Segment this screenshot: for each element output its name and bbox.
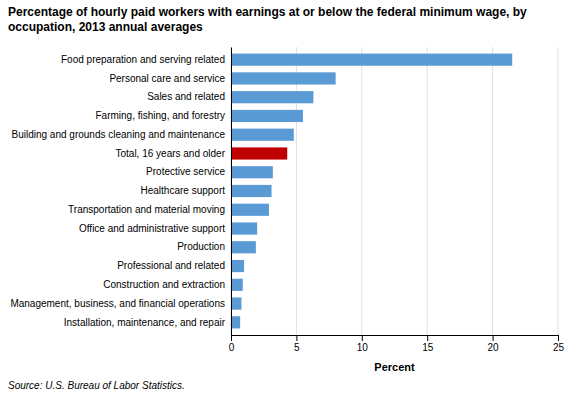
- y-axis-line: [231, 48, 232, 336]
- grid-line: [296, 47, 297, 335]
- bars: [231, 54, 512, 329]
- y-tick: Healthcare support: [141, 185, 226, 196]
- x-tick: 0: [229, 335, 235, 353]
- bar: [231, 54, 512, 66]
- x-tick-label: 20: [488, 342, 500, 353]
- y-tick: Professional and related: [117, 260, 225, 271]
- bar: [231, 222, 257, 234]
- y-tick-label: Professional and related: [117, 260, 225, 271]
- bar: [231, 279, 243, 291]
- bar: [231, 129, 294, 141]
- y-tick-label: Food preparation and serving related: [61, 54, 225, 65]
- bar: [231, 72, 336, 84]
- y-tick: Production: [177, 241, 225, 252]
- grid-line: [558, 47, 559, 335]
- x-axis-title: Percent: [374, 361, 415, 373]
- x-tick: 15: [422, 335, 434, 353]
- y-tick: Total, 16 years and older: [115, 148, 225, 159]
- y-tick-label: Management, business, and financial oper…: [10, 298, 225, 309]
- grid-line: [427, 47, 428, 335]
- y-tick: Personal care and service: [109, 73, 225, 84]
- bar: [231, 110, 303, 122]
- x-tick: 20: [488, 335, 500, 353]
- bar: [231, 185, 272, 197]
- plot: 0 5 10 15 20 25 Food preparation and serving r…: [10, 47, 564, 373]
- title: Percentage of hourly paid workers with e…: [8, 5, 527, 34]
- y-tick: Transportation and material moving: [68, 204, 225, 215]
- y-tick-label: Construction and extraction: [103, 279, 225, 290]
- y-tick: Food preparation and serving related: [61, 54, 225, 65]
- x-tick-mark: [362, 335, 363, 341]
- y-tick-label: Transportation and material moving: [68, 204, 225, 215]
- y-tick: Installation, maintenance, and repair: [64, 317, 226, 328]
- grid-line: [492, 47, 493, 335]
- title-line: Percentage of hourly paid workers with e…: [8, 5, 527, 19]
- y-tick: Construction and extraction: [103, 279, 225, 290]
- grid-line: [231, 47, 232, 335]
- x-tick: 5: [294, 335, 300, 353]
- bar: [231, 260, 244, 272]
- y-tick-label: Total, 16 years and older: [115, 148, 225, 159]
- grid-line: [361, 47, 362, 335]
- bar: [231, 204, 269, 216]
- title-line: occupation, 2013 annual averages: [8, 20, 203, 34]
- grid: [231, 47, 558, 335]
- x-tick-mark: [296, 335, 297, 341]
- y-tick: Farming, fishing, and forestry: [96, 110, 226, 121]
- y-tick: Management, business, and financial oper…: [10, 298, 225, 309]
- y-tick: Building and grounds cleaning and mainte…: [12, 129, 226, 140]
- y-tick-label: Personal care and service: [109, 73, 225, 84]
- source: Source: U.S. Bureau of Labor Statistics.: [8, 380, 185, 391]
- y-axis: Food preparation and serving related Pers…: [10, 48, 231, 336]
- y-tick-label: Healthcare support: [141, 185, 226, 196]
- y-tick: Protective service: [146, 166, 225, 177]
- bar: [231, 166, 273, 178]
- bar: [231, 241, 256, 253]
- x-tick-mark: [558, 335, 559, 341]
- y-tick-label: Production: [177, 241, 225, 252]
- x-tick-label: 15: [422, 342, 434, 353]
- x-tick-mark: [493, 335, 494, 341]
- bar: [231, 297, 241, 309]
- y-tick-label: Building and grounds cleaning and mainte…: [12, 129, 226, 140]
- y-tick-label: Sales and related: [147, 91, 225, 102]
- bar: [231, 147, 287, 159]
- y-tick: Office and administrative support: [79, 223, 225, 234]
- y-tick-label: Office and administrative support: [79, 223, 225, 234]
- bar: [231, 91, 313, 103]
- x-tick-label: 25: [553, 342, 565, 353]
- x-tick: 10: [357, 335, 369, 353]
- x-axis-line: [232, 336, 559, 342]
- x-tick-mark: [231, 335, 232, 341]
- y-tick-label: Farming, fishing, and forestry: [96, 110, 226, 121]
- x-tick-label: 0: [229, 342, 235, 353]
- y-tick-label: Installation, maintenance, and repair: [64, 317, 226, 328]
- x-tick-label: 5: [294, 342, 300, 353]
- y-tick: Sales and related: [147, 91, 225, 102]
- x-tick-label: 10: [357, 342, 369, 353]
- chart: Percentage of hourly paid workers with e…: [0, 0, 580, 395]
- y-tick-label: Protective service: [146, 166, 225, 177]
- x-axis: 0 5 10 15 20 25: [229, 335, 565, 353]
- bar: [231, 316, 240, 328]
- x-tick: 25: [553, 335, 565, 353]
- x-tick-mark: [427, 335, 428, 341]
